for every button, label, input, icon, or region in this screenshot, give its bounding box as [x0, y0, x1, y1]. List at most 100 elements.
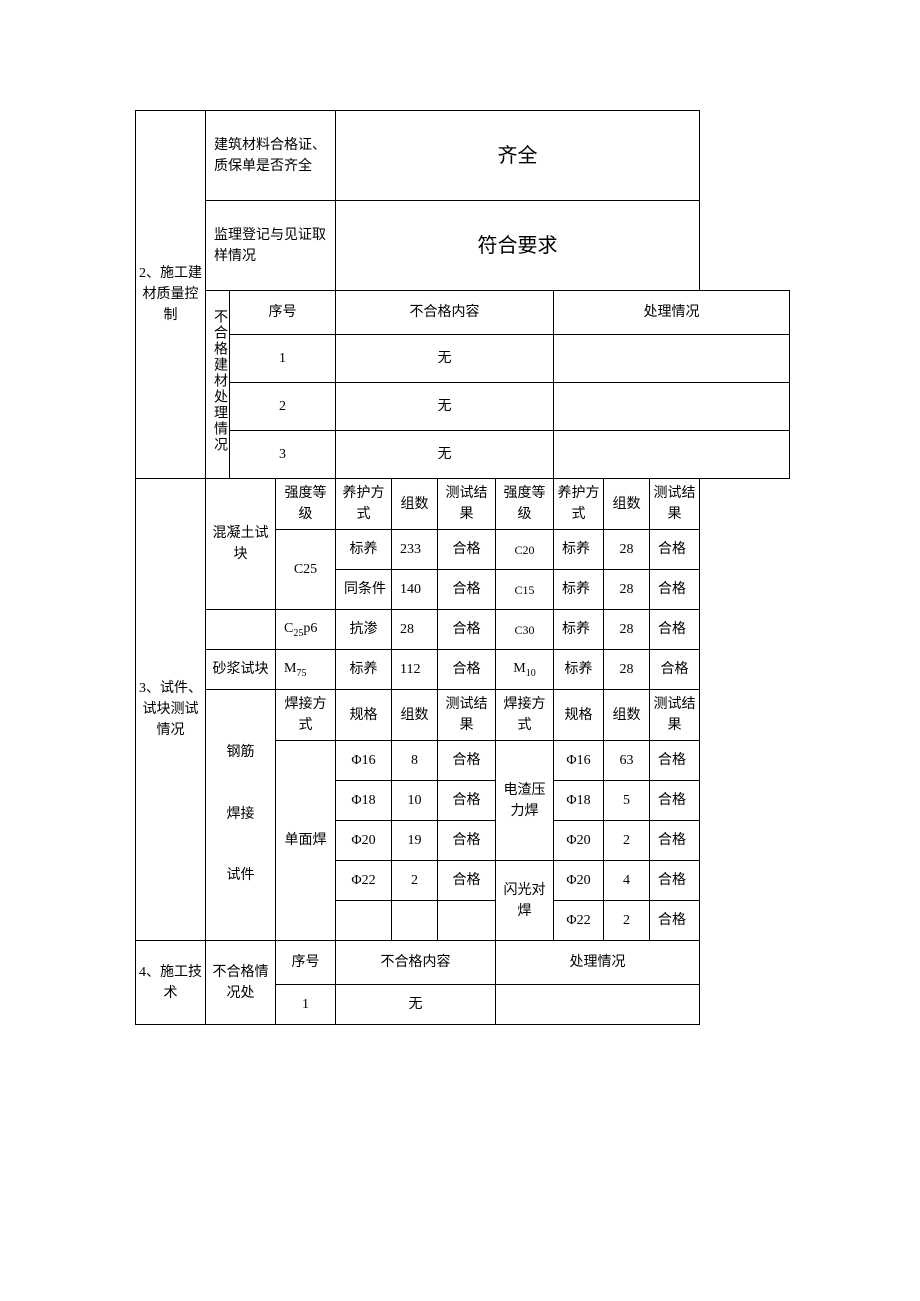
s3-w-spec-r-1: Φ18 — [554, 781, 604, 821]
s3-rebar-label: 钢筋 焊接 试件 — [206, 690, 276, 941]
s3-w-r-r-4: 合格 — [650, 901, 700, 941]
s3-w-g-l-4 — [392, 901, 438, 941]
s3-h-wgroups-l: 组数 — [392, 690, 438, 741]
section2-title: 2、施工建材质量控制 — [136, 111, 206, 479]
s3-w-g-r-2: 2 — [604, 821, 650, 861]
s3-weld-right-method2: 闪光对焊 — [496, 861, 554, 941]
s3-w-r-r-0: 合格 — [650, 741, 700, 781]
s3-w-r-l-1: 合格 — [438, 781, 496, 821]
s3-h-grade-l: 强度等级 — [276, 479, 336, 530]
document-page: 2、施工建材质量控制 建筑材料合格证、质保单是否齐全 齐全 监理登记与见证取样情… — [0, 0, 920, 1135]
s3-c-res-l-2: 合格 — [438, 610, 496, 650]
s2-r2-value: 符合要求 — [336, 201, 700, 291]
s4-action-1 — [496, 985, 700, 1025]
s3-w-g-r-3: 4 — [604, 861, 650, 901]
s4-h-content: 不合格内容 — [336, 941, 496, 985]
s4-seq-1: 1 — [276, 985, 336, 1025]
s2-nc-label-text: 不合格建材处理情况 — [209, 309, 230, 453]
s3-c-cure-l-1: 同条件 — [336, 570, 392, 610]
s2-nc-seq-3: 3 — [230, 431, 336, 479]
s3-c-grade-l-0: C25 — [276, 530, 336, 610]
s2-r1-label: 建筑材料合格证、质保单是否齐全 — [206, 111, 336, 201]
s3-w-r-r-2: 合格 — [650, 821, 700, 861]
s3-h-wresult-r: 测试结果 — [650, 690, 700, 741]
s3-w-r-l-0: 合格 — [438, 741, 496, 781]
s3-h-spec-l: 规格 — [336, 690, 392, 741]
section4-title: 4、施工技术 — [136, 941, 206, 1025]
s3-h-grade-r: 强度等级 — [496, 479, 554, 530]
s3-w-spec-l-1: Φ18 — [336, 781, 392, 821]
s2-nc-content-2: 无 — [336, 383, 554, 431]
main-table: 2、施工建材质量控制 建筑材料合格证、质保单是否齐全 齐全 监理登记与见证取样情… — [135, 110, 790, 1025]
s2-nc-action-1 — [554, 335, 790, 383]
s3-c-res-l-1: 合格 — [438, 570, 496, 610]
s2-nc-h-content: 不合格内容 — [336, 291, 554, 335]
s3-w-spec-l-3: Φ22 — [336, 861, 392, 901]
s3-mortar-label: 砂浆试块 — [206, 650, 276, 690]
s3-w-spec-l-4 — [336, 901, 392, 941]
s3-w-spec-r-4: Φ22 — [554, 901, 604, 941]
s2-nc-action-3 — [554, 431, 790, 479]
s3-w-g-l-1: 10 — [392, 781, 438, 821]
s3-h-cure-l: 养护方式 — [336, 479, 392, 530]
s2-r1-value: 齐全 — [336, 111, 700, 201]
s3-weld-left-method: 单面焊 — [276, 741, 336, 941]
s3-w-g-r-0: 63 — [604, 741, 650, 781]
s2-r2-label: 监理登记与见证取样情况 — [206, 201, 336, 291]
s3-c-cure-r-0: 标养 — [554, 530, 604, 570]
s3-weld-right-method1: 电渣压力焊 — [496, 741, 554, 861]
s3-w-r-r-3: 合格 — [650, 861, 700, 901]
s3-c-grade-r-1: C15 — [496, 570, 554, 610]
s3-h-weld-l: 焊接方式 — [276, 690, 336, 741]
s2-nc-h-action: 处理情况 — [554, 291, 790, 335]
s3-m-groups-r: 28 — [604, 650, 650, 690]
s3-w-spec-l-0: Φ16 — [336, 741, 392, 781]
s3-w-spec-r-2: Φ20 — [554, 821, 604, 861]
s2-nc-seq-2: 2 — [230, 383, 336, 431]
s3-concrete-label: 混凝土试块 — [206, 479, 276, 610]
s3-w-r-r-1: 合格 — [650, 781, 700, 821]
s2-nc-content-3: 无 — [336, 431, 554, 479]
s4-h-seq: 序号 — [276, 941, 336, 985]
s3-c-res-r-1: 合格 — [650, 570, 700, 610]
s3-h-weld-r: 焊接方式 — [496, 690, 554, 741]
s2-nc-label: 不合格建材处理情况 — [206, 291, 230, 479]
s3-c-cure-r-1: 标养 — [554, 570, 604, 610]
s3-w-r-l-4 — [438, 901, 496, 941]
s3-m-res-l: 合格 — [438, 650, 496, 690]
s3-c-groups-l-1: 140 — [392, 570, 438, 610]
s4-content-1: 无 — [336, 985, 496, 1025]
s3-h-result-l: 测试结果 — [438, 479, 496, 530]
s3-w-g-l-0: 8 — [392, 741, 438, 781]
s3-h-result-r: 测试结果 — [650, 479, 700, 530]
s2-nc-content-1: 无 — [336, 335, 554, 383]
s4-sub-label: 不合格情况处 — [206, 941, 276, 1025]
s3-w-r-l-2: 合格 — [438, 821, 496, 861]
s3-c-groups-l-0: 233 — [392, 530, 438, 570]
s3-c-grade-l-2: C25p6 — [276, 610, 336, 650]
s3-m-grade-r: M10 — [496, 650, 554, 690]
s3-m-cure-l: 标养 — [336, 650, 392, 690]
s3-c-groups-l-2: 28 — [392, 610, 438, 650]
s3-c-cure-l-0: 标养 — [336, 530, 392, 570]
s3-h-wgroups-r: 组数 — [604, 690, 650, 741]
s3-concrete-label-ext — [206, 610, 276, 650]
s3-c-groups-r-1: 28 — [604, 570, 650, 610]
s3-c-cure-r-2: 标养 — [554, 610, 604, 650]
s3-h-groups-r: 组数 — [604, 479, 650, 530]
s3-c-groups-r-2: 28 — [604, 610, 650, 650]
s3-c-grade-r-0: C20 — [496, 530, 554, 570]
s3-m-cure-r: 标养 — [554, 650, 604, 690]
s3-w-spec-r-3: Φ20 — [554, 861, 604, 901]
s3-w-g-r-1: 5 — [604, 781, 650, 821]
s2-nc-h-seq: 序号 — [230, 291, 336, 335]
s3-c-res-r-2: 合格 — [650, 610, 700, 650]
s3-c-res-r-0: 合格 — [650, 530, 700, 570]
s3-h-groups-l: 组数 — [392, 479, 438, 530]
s3-w-g-r-4: 2 — [604, 901, 650, 941]
s3-w-r-l-3: 合格 — [438, 861, 496, 901]
s2-nc-action-2 — [554, 383, 790, 431]
s3-m-grade-l: M75 — [276, 650, 336, 690]
s3-w-g-l-3: 2 — [392, 861, 438, 901]
s3-w-spec-r-0: Φ16 — [554, 741, 604, 781]
